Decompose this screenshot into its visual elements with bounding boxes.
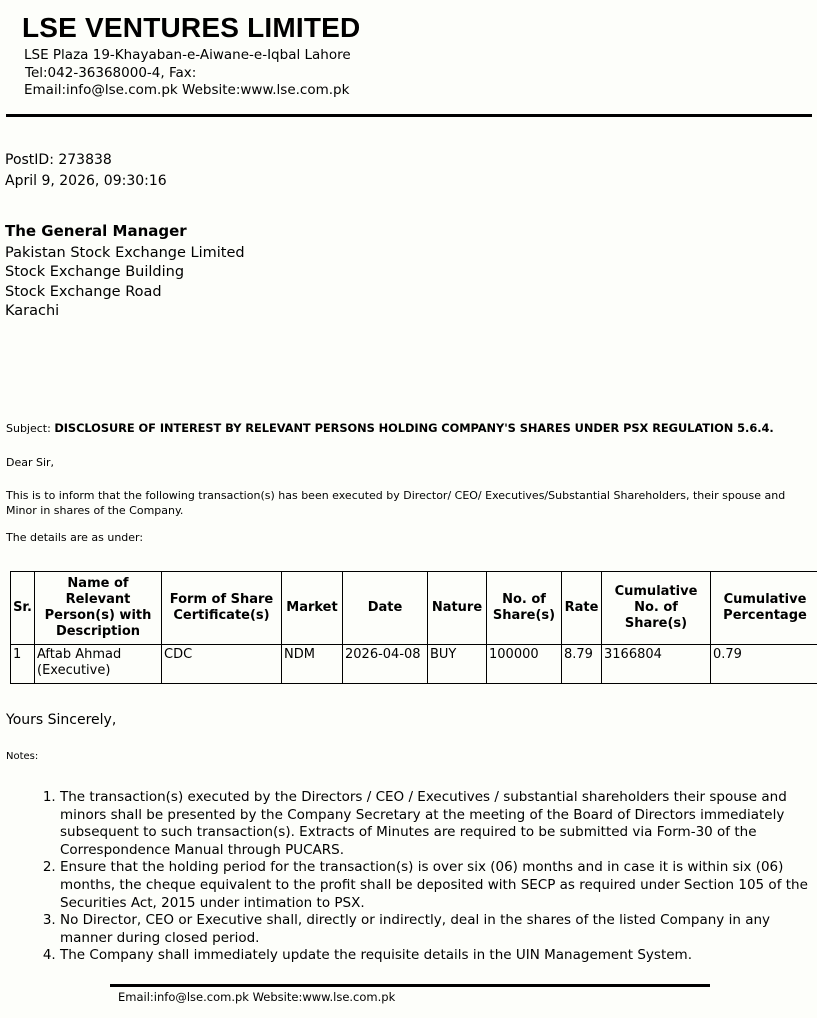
company-phone-line: Tel:042-36368000-4, Fax: — [25, 65, 197, 81]
disclosure-table: Sr. Name of Relevant Person(s) with Desc… — [10, 571, 817, 684]
closing-salutation: Yours Sincerely, — [6, 712, 117, 728]
subject-line: Subject: DISCLOSURE OF INTEREST BY RELEV… — [6, 421, 774, 435]
details-intro-line: The details are as under: — [6, 531, 144, 544]
post-timestamp: April 9, 2026, 09:30:16 — [5, 173, 167, 189]
company-name: LSE VENTURES LIMITED — [22, 12, 361, 43]
recipient-street: Stock Exchange Road — [5, 283, 162, 300]
col-header-rate: Rate — [561, 571, 602, 645]
disclosure-table-wrapper: Sr. Name of Relevant Person(s) with Desc… — [10, 571, 817, 684]
col-header-market: Market — [281, 571, 343, 645]
salutation: Dear Sir, — [6, 456, 55, 469]
list-item: The Company shall immediately update the… — [60, 947, 817, 965]
cell-rate: 8.79 — [561, 644, 602, 684]
list-item: The transaction(s) executed by the Direc… — [60, 789, 817, 859]
intro-paragraph: This is to inform that the following tra… — [6, 489, 786, 517]
company-contact-line: Email:info@lse.com.pk Website:www.lse.co… — [24, 82, 350, 98]
cell-percentage: 0.79 — [710, 644, 817, 684]
cell-date: 2026-04-08 — [342, 644, 428, 684]
col-header-percentage: Cumulative Percentage — [710, 571, 817, 645]
document-meta: PostID: 273838 April 9, 2026, 09:30:16 — [5, 150, 167, 192]
footer-contact: Email:info@lse.com.pk Website:www.lse.co… — [118, 990, 396, 1004]
cell-cumulative: 3166804 — [601, 644, 711, 684]
subject-label: Subject: — [6, 422, 51, 435]
list-item: No Director, CEO or Executive shall, dir… — [60, 912, 817, 947]
cell-shares: 100000 — [486, 644, 562, 684]
recipient-title: The General Manager — [5, 222, 187, 240]
subject-text: DISCLOSURE OF INTEREST BY RELEVANT PERSO… — [54, 421, 774, 435]
cell-form: CDC — [161, 644, 282, 684]
col-header-nature: Nature — [427, 571, 487, 645]
list-item: Ensure that the holding period for the t… — [60, 859, 817, 912]
table-row: 1 Aftab Ahmad (Executive) CDC NDM 2026-0… — [10, 644, 817, 684]
notes-label: Notes: — [6, 751, 39, 762]
notes-list: The transaction(s) executed by the Direc… — [34, 789, 817, 965]
cell-sr: 1 — [10, 644, 35, 684]
col-header-cumulative: Cumulative No. of Share(s) — [601, 571, 711, 645]
col-header-sr: Sr. — [10, 571, 35, 645]
col-header-form: Form of Share Certificate(s) — [161, 571, 282, 645]
table-header-row: Sr. Name of Relevant Person(s) with Desc… — [10, 571, 817, 645]
col-header-date: Date — [342, 571, 428, 645]
recipient-block: The General Manager Pakistan Stock Excha… — [5, 222, 245, 322]
header-divider — [6, 114, 812, 117]
post-id: PostID: 273838 — [5, 152, 112, 168]
company-address-line: LSE Plaza 19-Khayaban-e-Aiwane-e-Iqbal L… — [24, 47, 351, 63]
recipient-city: Karachi — [5, 303, 60, 319]
footer-divider — [110, 984, 710, 987]
recipient-building: Stock Exchange Building — [5, 264, 185, 280]
recipient-organisation: Pakistan Stock Exchange Limited — [5, 244, 245, 261]
cell-name: Aftab Ahmad (Executive) — [34, 644, 162, 684]
cell-nature: BUY — [427, 644, 487, 684]
col-header-shares: No. of Share(s) — [486, 571, 562, 645]
col-header-name: Name of Relevant Person(s) with Descript… — [34, 571, 162, 645]
cell-market: NDM — [281, 644, 343, 684]
